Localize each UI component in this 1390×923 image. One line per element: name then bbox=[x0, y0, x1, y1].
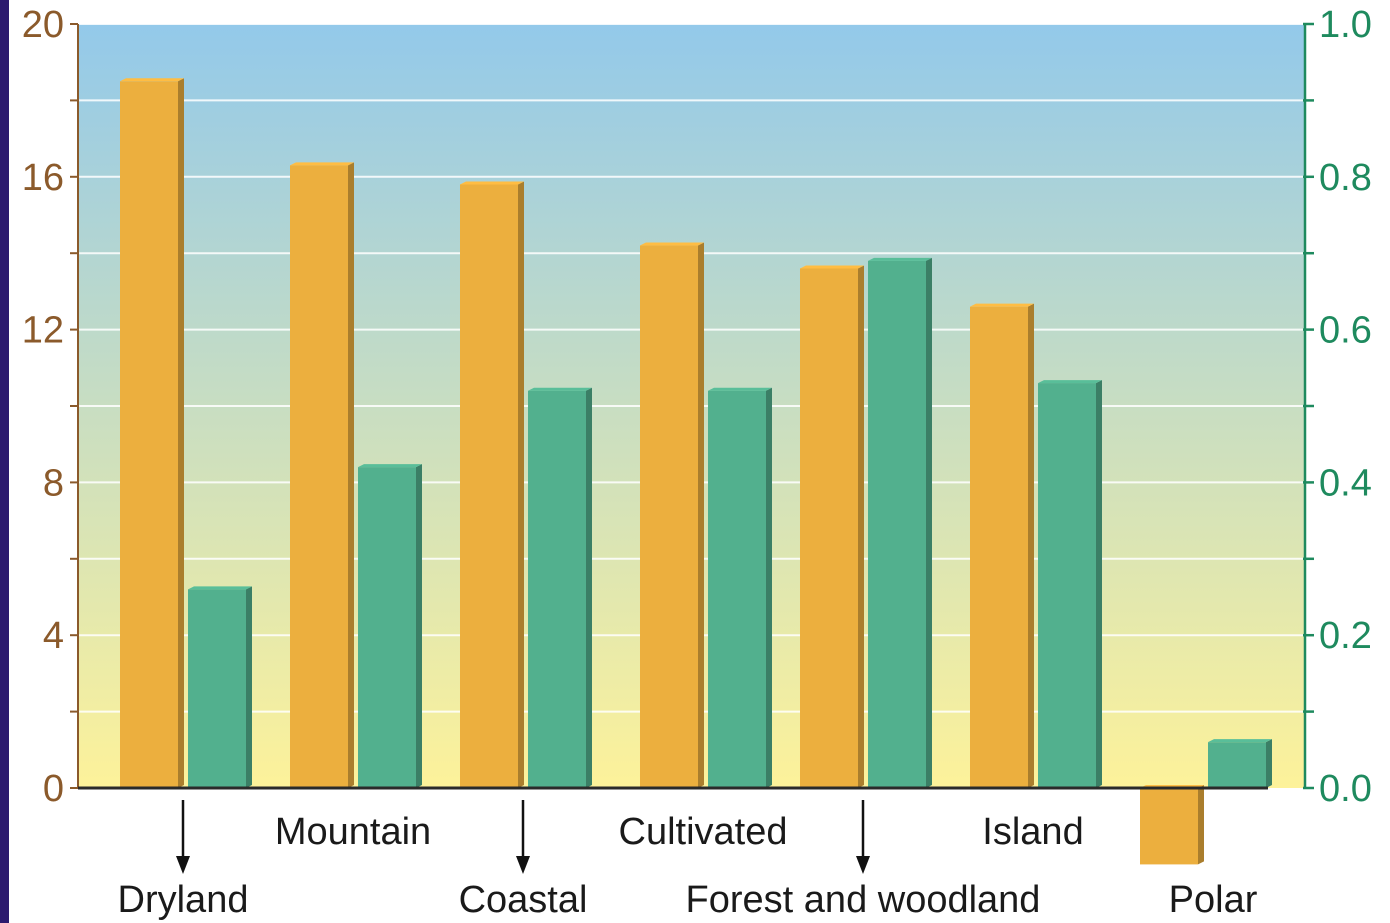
bar-right-axis bbox=[188, 589, 246, 788]
bar-left-axis-side bbox=[698, 242, 704, 788]
bar-right-axis-top bbox=[528, 387, 592, 391]
bar-right-axis-side bbox=[246, 586, 252, 788]
category-arrow-head bbox=[856, 856, 870, 874]
category-label: Mountain bbox=[275, 811, 431, 853]
category-arrow-head bbox=[176, 856, 190, 874]
right-tick-label: 1.0 bbox=[1319, 4, 1372, 46]
bar-right-axis-top bbox=[358, 464, 422, 468]
bar-left-axis-top bbox=[460, 181, 524, 185]
category-label: Dryland bbox=[118, 879, 249, 921]
bar-left-axis-top bbox=[800, 265, 864, 269]
bar-right-axis-top bbox=[1208, 739, 1272, 743]
bar-right-axis-top bbox=[1038, 380, 1102, 384]
bar-right-axis-side bbox=[1096, 380, 1102, 788]
bar-left-axis-side bbox=[858, 265, 864, 789]
bar-right-axis bbox=[1208, 742, 1266, 788]
left-frame bbox=[0, 0, 9, 923]
right-tick-label: 0.0 bbox=[1319, 768, 1372, 810]
right-tick-label: 0.6 bbox=[1319, 310, 1372, 352]
right-tick-label: 0.8 bbox=[1319, 157, 1372, 199]
left-tick-label: 4 bbox=[43, 615, 64, 657]
bar-left-axis bbox=[460, 184, 518, 788]
bar-right-axis-top bbox=[868, 257, 932, 261]
bar-right-axis-top bbox=[188, 586, 252, 590]
bar-left-axis bbox=[290, 165, 348, 789]
bar-left-axis-top bbox=[290, 162, 354, 166]
bar-left-axis bbox=[1140, 788, 1198, 865]
bar-left-axis-top bbox=[970, 303, 1034, 307]
bar-right-axis bbox=[1038, 383, 1096, 788]
bar-left-axis bbox=[970, 306, 1028, 788]
category-label: Coastal bbox=[459, 879, 588, 921]
bar-right-axis bbox=[868, 260, 926, 789]
bar-right-axis bbox=[358, 467, 416, 788]
bar-right-axis bbox=[708, 390, 766, 788]
bar-right-axis-side bbox=[1266, 739, 1272, 788]
bar-left-axis-side bbox=[1028, 303, 1034, 788]
bars bbox=[120, 78, 1272, 865]
right-tick-label: 0.4 bbox=[1319, 462, 1372, 504]
left-tick-label: 0 bbox=[43, 768, 64, 810]
bar-left-axis-side bbox=[1198, 785, 1204, 865]
bar-right-axis-side bbox=[586, 387, 592, 788]
category-labels: Dryland Mountain Coastal Cultivated Forest a… bbox=[118, 800, 1258, 921]
category-label: Cultivated bbox=[619, 811, 788, 853]
bar-left-axis-top bbox=[120, 78, 184, 82]
category-label: Polar bbox=[1169, 879, 1258, 921]
category-label: Island bbox=[982, 811, 1083, 853]
bar-left-axis-side bbox=[348, 162, 354, 789]
axes: 0 4 8 12 16 20 0.0 0.2 0.4 0.6 0.8 1.0 bbox=[22, 4, 1372, 810]
left-tick-label: 20 bbox=[22, 4, 64, 46]
bar-right-axis bbox=[528, 390, 586, 788]
bar-right-axis-side bbox=[926, 257, 932, 789]
bar-right-axis-top bbox=[708, 387, 772, 391]
bar-left-axis bbox=[800, 268, 858, 789]
bar-left-axis-side bbox=[518, 181, 524, 788]
left-tick-label: 12 bbox=[22, 310, 64, 352]
right-tick-label: 0.2 bbox=[1319, 615, 1372, 657]
category-label: Forest and woodland bbox=[686, 879, 1041, 921]
left-tick-label: 8 bbox=[43, 462, 64, 504]
bar-left-axis-side bbox=[178, 78, 184, 789]
bar-right-axis-side bbox=[416, 464, 422, 788]
bar-left-axis bbox=[640, 245, 698, 788]
category-arrow-head bbox=[516, 856, 530, 874]
bar-left-axis-top bbox=[640, 242, 704, 246]
left-tick-label: 16 bbox=[22, 157, 64, 199]
bar-right-axis-side bbox=[766, 387, 772, 788]
bar-left-axis bbox=[120, 81, 178, 789]
